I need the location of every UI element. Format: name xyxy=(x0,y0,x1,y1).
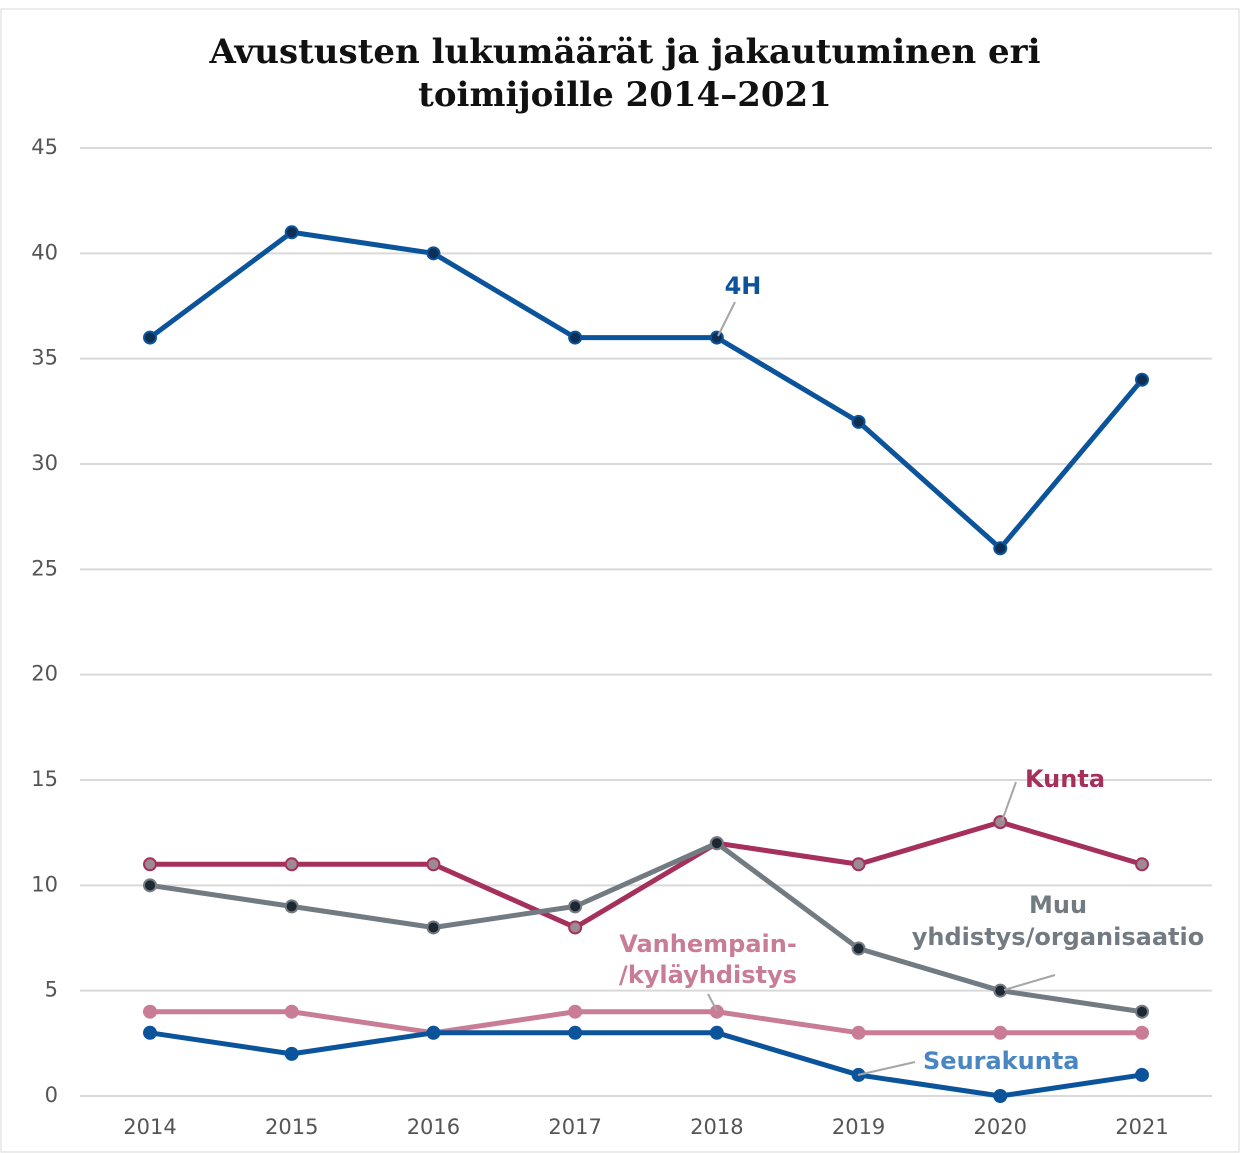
y-tick-label: 0 xyxy=(45,1083,58,1107)
y-tick-label: 5 xyxy=(45,978,58,1002)
y-tick-label: 25 xyxy=(31,556,58,580)
y-tick-label: 45 xyxy=(31,135,58,159)
data-point xyxy=(709,1004,724,1019)
series-label: Muu xyxy=(1029,891,1087,919)
data-point xyxy=(1135,1067,1149,1082)
series-label: yhdistys/organisaatio xyxy=(912,923,1204,951)
data-point xyxy=(143,1004,157,1019)
data-point xyxy=(1135,372,1149,387)
data-point xyxy=(568,920,583,935)
series-line xyxy=(150,819,1143,930)
data-point xyxy=(1135,1004,1149,1019)
data-point xyxy=(709,836,724,851)
label-leader xyxy=(857,1061,916,1076)
data-point xyxy=(993,1025,1008,1040)
data-point xyxy=(851,414,866,429)
data-point xyxy=(568,1004,583,1019)
data-point xyxy=(851,1025,866,1040)
data-point xyxy=(143,330,157,345)
data-point xyxy=(426,1025,441,1040)
series-label: /kyläyhdistys xyxy=(619,961,797,989)
x-tick-label: 2019 xyxy=(832,1115,885,1139)
label-leader xyxy=(1001,781,1017,822)
data-point xyxy=(993,1089,1008,1103)
y-tick-label: 35 xyxy=(31,346,58,370)
data-point xyxy=(709,330,724,345)
data-point xyxy=(284,1046,299,1061)
series-line xyxy=(149,840,1143,1015)
y-tick-label: 40 xyxy=(31,240,58,264)
label-leader xyxy=(707,993,718,1012)
data-point xyxy=(851,857,866,872)
x-tick-label: 2021 xyxy=(1115,1115,1168,1139)
x-tick-label: 2014 xyxy=(123,1115,176,1139)
data-point xyxy=(1135,857,1149,872)
y-tick-label: 15 xyxy=(31,767,58,791)
x-tick-label: 2015 xyxy=(265,1115,318,1139)
chart-title: toimijoille 2014–2021 xyxy=(418,75,832,115)
series-label: Seurakunta xyxy=(923,1047,1079,1075)
data-point xyxy=(568,1025,583,1040)
y-tick-label: 20 xyxy=(31,662,58,686)
data-point xyxy=(284,225,299,240)
data-point xyxy=(426,920,441,935)
data-point xyxy=(143,857,157,872)
data-point xyxy=(284,1004,299,1019)
data-point xyxy=(1135,1025,1149,1040)
series-line xyxy=(148,229,1144,551)
series-label: 4H xyxy=(725,272,762,300)
series-line xyxy=(149,1030,1143,1099)
label-leader xyxy=(717,301,736,337)
data-point xyxy=(709,1025,724,1040)
x-tick-label: 2020 xyxy=(974,1115,1027,1139)
chart-frame xyxy=(0,8,1240,1153)
label-leader xyxy=(1003,974,1056,991)
series-line xyxy=(150,1009,1142,1036)
series-label: Kunta xyxy=(1025,765,1105,793)
y-tick-label: 10 xyxy=(31,872,58,896)
data-point xyxy=(993,815,1008,830)
data-point xyxy=(851,941,866,956)
data-point xyxy=(993,541,1008,556)
data-point xyxy=(284,899,299,914)
data-point xyxy=(143,1025,157,1040)
data-point xyxy=(143,878,157,893)
series-label: Vanhempain- xyxy=(619,930,797,958)
data-point xyxy=(284,857,299,872)
y-tick-label: 30 xyxy=(31,451,58,475)
x-tick-label: 2016 xyxy=(407,1115,460,1139)
data-point xyxy=(568,899,583,914)
x-tick-label: 2017 xyxy=(548,1115,601,1139)
data-point xyxy=(568,330,583,345)
chart-title: Avustusten lukumäärät ja jakautuminen er… xyxy=(208,32,1040,72)
x-tick-label: 2018 xyxy=(690,1115,743,1139)
data-point xyxy=(426,857,441,872)
data-point xyxy=(993,983,1008,998)
data-point xyxy=(426,246,441,261)
